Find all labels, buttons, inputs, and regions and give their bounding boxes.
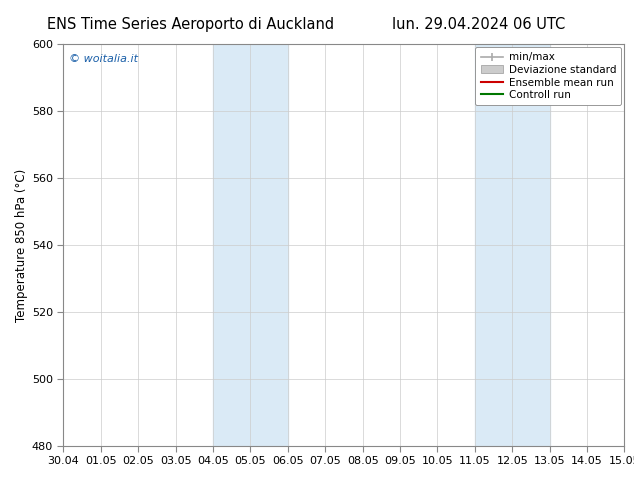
Bar xyxy=(213,44,288,446)
Legend: min/max, Deviazione standard, Ensemble mean run, Controll run: min/max, Deviazione standard, Ensemble m… xyxy=(476,47,621,105)
Text: © woitalia.it: © woitalia.it xyxy=(69,54,138,64)
Bar xyxy=(475,44,550,446)
Text: ENS Time Series Aeroporto di Auckland: ENS Time Series Aeroporto di Auckland xyxy=(47,17,333,32)
Text: lun. 29.04.2024 06 UTC: lun. 29.04.2024 06 UTC xyxy=(392,17,566,32)
Y-axis label: Temperature 850 hPa (°C): Temperature 850 hPa (°C) xyxy=(15,169,27,321)
